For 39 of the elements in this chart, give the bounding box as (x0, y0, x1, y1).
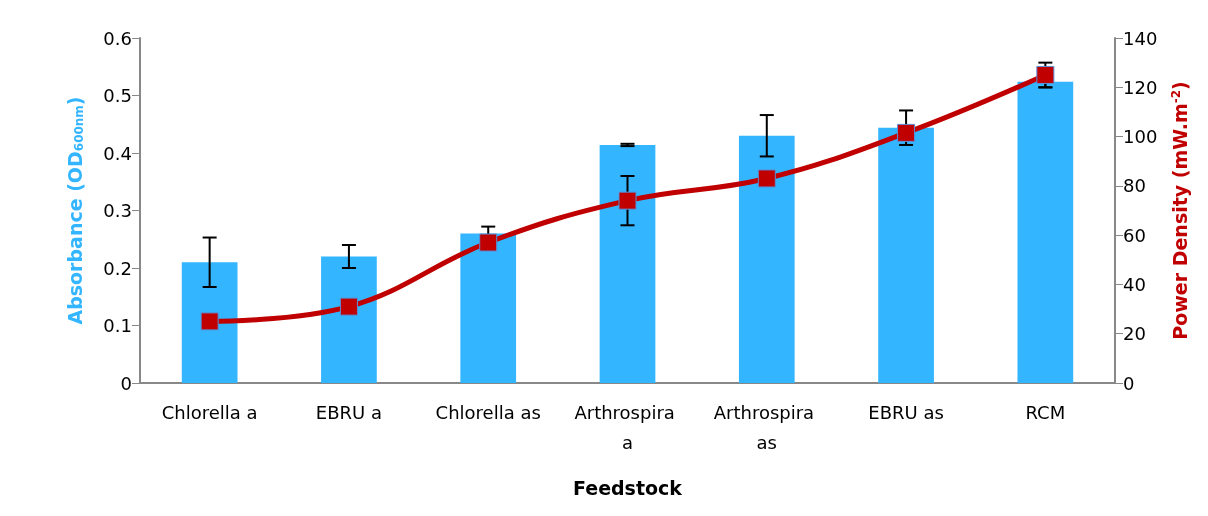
x-axis-title: Feedstock (573, 476, 683, 499)
y2-tick-label: 60 (1123, 224, 1146, 246)
y-tick-label: 0.5 (103, 85, 132, 106)
bar (321, 256, 377, 383)
x-tick-label: Chlorella as (435, 401, 541, 423)
x-tick-label: RCM (1025, 401, 1066, 423)
y2-axis-title: Power Density (mW.m-2) (1169, 81, 1191, 340)
point (757, 169, 776, 188)
x-tick-label: Arthrospira as (713, 401, 820, 453)
y-tick-label: 0.1 (103, 315, 132, 336)
bar (181, 262, 238, 383)
y-tick-label: 0.6 (103, 27, 132, 49)
point (200, 312, 219, 331)
y-tick-label: 0.3 (103, 200, 132, 221)
y2-tick-label: 40 (1123, 273, 1146, 295)
y2-tick-label: 140 (1123, 27, 1158, 49)
bar (599, 144, 656, 383)
y-tick-label: 0.2 (103, 257, 132, 279)
x-tick-label: EBRU as (868, 401, 944, 423)
x-tick-label: Arthrospira a (574, 401, 681, 453)
x-tick-label: Chlorella a (161, 401, 258, 423)
point (1036, 65, 1055, 84)
point (339, 297, 358, 316)
point (479, 233, 498, 252)
y2-tick-label: 100 (1123, 126, 1158, 148)
point (897, 123, 916, 142)
y2-tick-label: 120 (1123, 76, 1158, 98)
bar (1017, 81, 1074, 383)
y2-tick-label: 80 (1123, 175, 1146, 197)
y-axis-title: Absorbance (OD600nm) (64, 96, 86, 325)
x-tick-label: EBRU a (315, 401, 383, 423)
bar (460, 233, 517, 383)
bar (878, 127, 934, 383)
y-tick-label: 0.4 (103, 142, 132, 164)
bar (738, 135, 795, 383)
y2-tick-label: 20 (1123, 323, 1146, 345)
point (618, 191, 637, 210)
y2-tick-label: 0 (1123, 372, 1135, 394)
y-tick-label: 0 (120, 372, 132, 394)
